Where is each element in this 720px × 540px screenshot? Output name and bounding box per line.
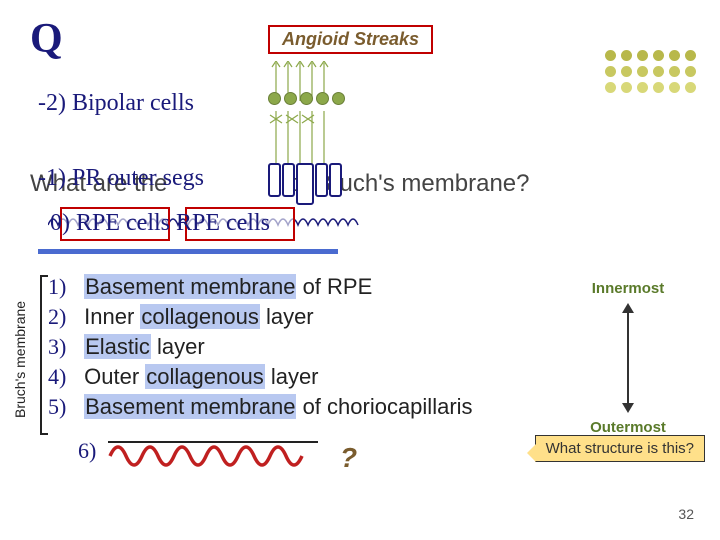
layers-list: 1) Basement membrane of RPE 2) Inner col…: [48, 274, 568, 424]
layer-index: 3): [48, 334, 78, 360]
q-letter: Q: [30, 15, 63, 63]
side-labels: Innermost Outermost: [558, 280, 698, 436]
layer-post: layer: [151, 334, 205, 359]
layer-3: 3) Elastic layer: [48, 334, 568, 360]
layer-index: 4): [48, 364, 78, 390]
hw-pr-outer-segs: -1) PR outer segs: [38, 165, 204, 192]
title-box: Angioid Streaks: [268, 25, 433, 54]
hw-bipolar-cells: -2) Bipolar cells: [38, 90, 194, 117]
callout: What structure is this?: [535, 435, 705, 462]
layer-5: 5) Basement membrane of choriocapillaris: [48, 394, 568, 420]
corner-dots: [605, 50, 696, 98]
layer-pre: Outer: [84, 364, 145, 389]
hw-rpe-cells: 0) RPE cells RPE cells: [50, 210, 270, 237]
layer-4: 4) Outer collagenous layer: [48, 364, 568, 390]
layer-hl: collagenous: [145, 364, 264, 389]
layer-post: layer: [265, 364, 319, 389]
double-arrow-icon: [618, 303, 638, 413]
rotated-label: Bruch's membrane: [12, 301, 28, 418]
layer-hl: Elastic: [84, 334, 151, 359]
layer-1: 1) Basement membrane of RPE: [48, 274, 568, 300]
layer-post: of choriocapillaris: [296, 394, 472, 419]
bracket-left: [40, 275, 48, 435]
layer-2: 2) Inner collagenous layer: [48, 304, 568, 330]
layer-post: of RPE: [296, 274, 372, 299]
layer-index: 1): [48, 274, 78, 300]
bipolar-soma-icon: [268, 92, 345, 105]
layer-hl: collagenous: [140, 304, 259, 329]
bipolar-wires-icon: [268, 61, 358, 171]
slide-number: 32: [678, 506, 694, 522]
layer-6-index: 6): [78, 438, 96, 464]
layer-index: 5): [48, 394, 78, 420]
layer-pre: Inner: [84, 304, 140, 329]
choriocapillaris-icon: [108, 438, 318, 474]
layer-hl: Basement membrane: [84, 274, 296, 299]
layer-index: 2): [48, 304, 78, 330]
layer-post: layer: [260, 304, 314, 329]
question-mark: ?: [340, 442, 357, 474]
pr-outer-segments-icon: [268, 163, 342, 205]
layer-hl: Basement membrane: [84, 394, 296, 419]
innermost-label: Innermost: [592, 280, 665, 297]
outermost-label: Outermost: [590, 419, 666, 436]
